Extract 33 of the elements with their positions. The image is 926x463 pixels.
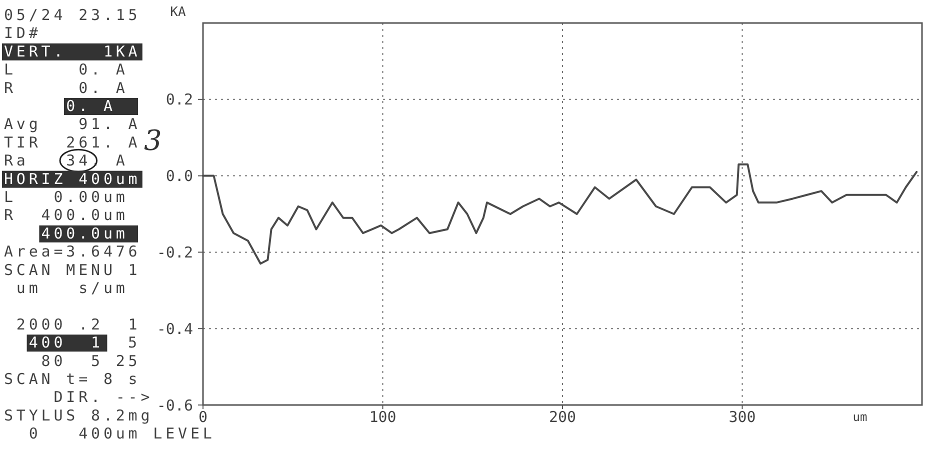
- text: SCAN MENU 1: [4, 260, 141, 279]
- text: 80 5 25: [4, 352, 141, 370]
- text: L 0.00um: [4, 188, 128, 206]
- y-tick-label: -0.6: [156, 396, 193, 414]
- y-tick-label: -0.4: [156, 320, 193, 338]
- text: L 0. A: [4, 60, 128, 79]
- text: R 0. A: [4, 78, 128, 97]
- text: STYLUS 8.2mg: [4, 406, 154, 424]
- text: ID#: [4, 24, 42, 42]
- y-tick-label: -0.2: [156, 243, 193, 262]
- text: 05/24 23.15: [4, 6, 141, 24]
- x-tick-label: 100: [369, 408, 396, 426]
- text: 0. A: [4, 97, 116, 115]
- text: R 400.0um: [4, 206, 128, 224]
- x-tick-label: 0: [198, 408, 208, 426]
- y-tick-label: 0.0: [166, 167, 193, 186]
- x-tick-label: 200: [548, 408, 576, 426]
- text: 400.0um: [4, 224, 128, 242]
- text: 400 1: [4, 334, 104, 352]
- text: 0 400um LEVEL: [4, 424, 216, 443]
- x-tick-label: 300: [728, 408, 756, 426]
- x-axis-title: um: [852, 410, 868, 424]
- text: 5: [128, 334, 140, 352]
- text: TIR 261. A: [4, 133, 141, 152]
- text: 3: [144, 124, 162, 157]
- text: SCAN t= 8 s: [4, 370, 141, 388]
- text: Avg 91. A: [4, 115, 141, 134]
- text: Area=3.6476: [4, 242, 141, 261]
- text: DIR. -->: [4, 388, 154, 406]
- text: um s/um: [4, 279, 128, 297]
- text: 2000 .2 1: [4, 315, 141, 334]
- y-tick-label: 0.2: [166, 90, 193, 109]
- y-axis-title: KA: [170, 5, 186, 20]
